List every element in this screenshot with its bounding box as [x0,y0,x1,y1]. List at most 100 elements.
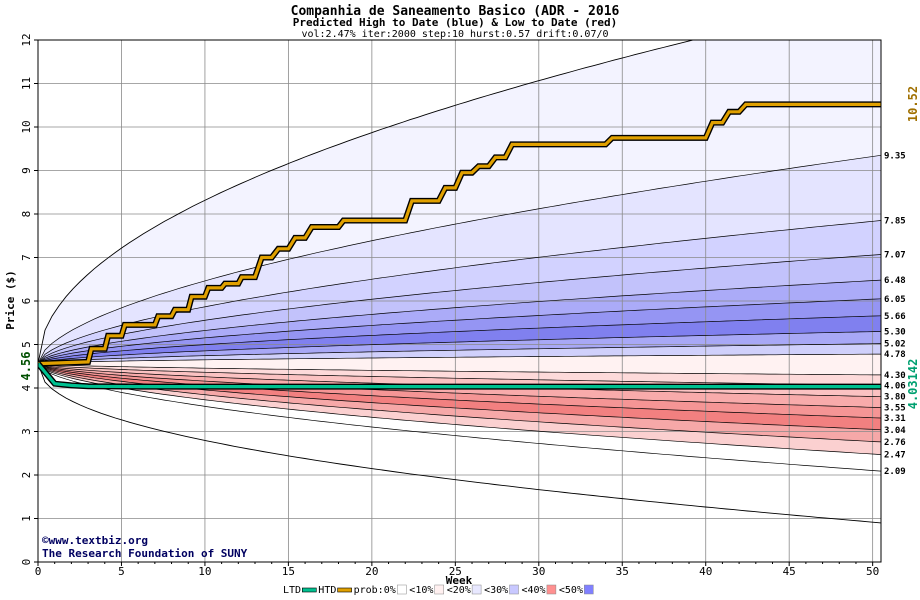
x-tick-label: 50 [866,565,879,578]
percentile-end-label: 3.31 [884,414,906,424]
x-axis-label: Week [446,574,473,587]
legend-swatch [509,584,519,595]
legend-swatch [584,584,594,595]
x-tick-label: 30 [532,565,545,578]
y-tick-label: 0 [20,559,33,566]
htd-end-label: 10.52 [906,86,920,122]
percentile-line [38,363,881,443]
legend-swatch [471,584,482,595]
percentile-end-label: 3.55 [884,404,906,414]
legend-swatch [434,584,444,595]
x-tick-label: 25 [449,565,462,578]
percentile-band [38,363,881,442]
percentile-end-label: 2.09 [884,467,906,477]
percentile-end-label: 5.02 [884,340,906,350]
percentile-band [38,363,881,472]
percentile-band [38,40,881,364]
y-tick-label: 9 [20,167,33,174]
percentile-line [38,154,881,364]
y-tick-label: 3 [20,428,33,435]
percentile-band [38,315,881,364]
percentile-end-label: 3.80 [884,393,906,403]
percentile-band [38,331,881,364]
y-tick-label: 8 [20,211,33,218]
percentile-line [38,363,881,408]
x-tick-label: 10 [198,565,211,578]
x-tick-label: 15 [282,565,295,578]
percentile-band [38,363,881,418]
credit-org: The Research Foundation of SUNY [42,547,248,560]
y-tick-label: 11 [20,77,33,90]
percentile-bands [38,40,881,562]
series-line-htd [38,102,881,366]
percentile-end-label: 7.07 [884,250,906,260]
x-tick-label: 45 [783,565,796,578]
percentile-end-label: 2.47 [884,451,906,461]
x-tick-label: 0 [35,565,42,578]
percentile-line [38,363,881,472]
y-tick-label: 1 [20,515,33,522]
legend-label: LTD [283,585,301,596]
legend-label: <40% [522,585,546,596]
legend-swatch [546,584,557,595]
y-tick-label: 10 [20,120,33,133]
percentile-band [38,363,881,430]
percentile-end-label: 6.48 [884,276,906,286]
percentile-band [38,363,881,408]
percentile-line [38,363,881,419]
percentile-line [38,40,695,364]
x-tick-label: 40 [699,565,712,578]
percentile-end-label: 7.85 [884,217,906,227]
percentile-line [38,363,881,386]
legend-swatch [301,587,317,593]
ltd-end-label: 4.03142 [906,359,920,410]
percentile-band [38,254,881,364]
x-tick-label: 35 [616,565,629,578]
y-tick-label: 5 [20,341,33,348]
percentile-end-label: 6.05 [884,295,906,305]
percentile-line [38,279,881,364]
percentile-labels: 9.35 7.85 7.07 6.48 6.05 5.66 5.30 5.024.78 4.30… [884,151,906,477]
percentile-band [38,155,881,364]
percentile-end-label: 5.30 [884,327,906,337]
y-tick-label: 12 [20,33,33,46]
percentile-line [38,343,881,364]
percentile-end-label: 2.76 [884,438,906,448]
series-line-ltd [38,362,881,389]
chart-params: vol:2.47% iter:2000 step:10 hurst:0.57 d… [301,29,608,40]
percentile-end-label: 4.30 [884,371,906,381]
chart-subtitle: Predicted High to Date (blue) & Low to D… [293,16,618,29]
start-price-label: 4.56 [19,352,33,381]
percentile-line [38,298,881,364]
legend-swatch [397,584,407,595]
percentile-line [38,254,881,364]
percentile-line [38,363,881,376]
legend-swatch [337,587,352,593]
percentile-band [38,220,881,364]
legend-label: <10% [409,585,433,596]
legend-label: <30% [484,585,508,596]
percentile-band [38,363,881,523]
chart-title: Companhia de Saneamento Basico (ADR - 20… [291,4,620,19]
percentile-band [38,343,881,364]
y-tick-label: 7 [20,254,33,261]
percentile-line [38,353,881,364]
x-tick-label: 20 [365,565,378,578]
x-tick-label: 5 [118,565,125,578]
legend: LTD HTD prob:0% <10% <20% <30% <40% <50% [283,584,594,596]
y-axis-label: Price ($) [4,270,17,330]
percentile-end-label: 5.66 [884,312,906,322]
percentile-line [38,315,881,364]
percentile-end-label: 4.78 [884,350,906,360]
percentile-line [38,363,881,455]
percentile-line [38,363,881,524]
legend-label: <50% [559,585,583,596]
legend-label: HTD [318,585,336,596]
legend-label: prob:0% [354,585,396,596]
percentile-end-label: 4.06 [884,381,906,391]
percentile-band [38,354,881,375]
series-lines [38,101,881,390]
percentile-line [38,331,881,364]
